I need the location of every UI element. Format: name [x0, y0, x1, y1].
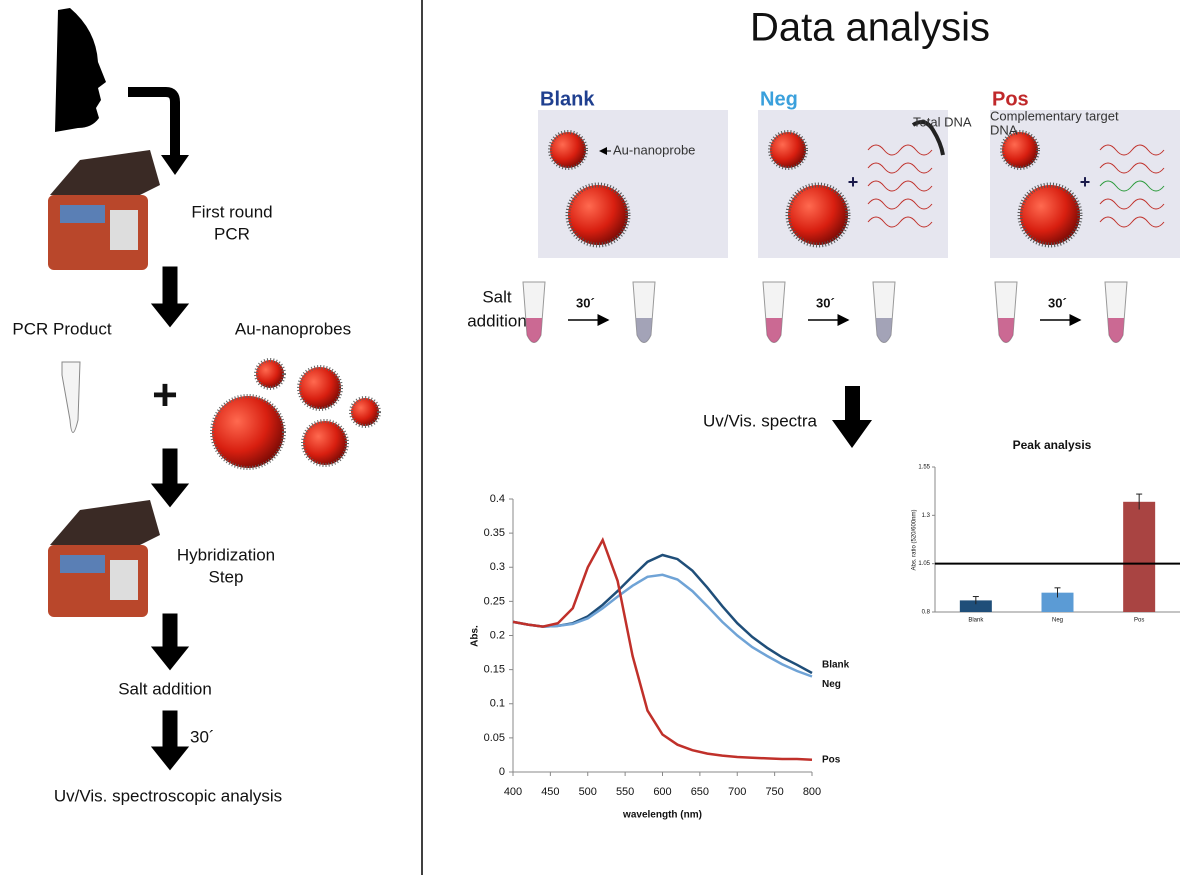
tube-liquid [1108, 318, 1124, 343]
nanoparticle [550, 132, 586, 168]
plus: + [848, 172, 859, 192]
plus: + [152, 371, 178, 420]
annotation: Au-nanoprobe [613, 142, 695, 157]
nanoparticle [770, 132, 806, 168]
step-label: PCR [214, 224, 250, 243]
nanoparticles [212, 360, 379, 468]
nanoprobes-label: Au-nanoprobes [235, 319, 351, 338]
tube-liquid [636, 318, 652, 343]
y-axis-label: Abs. [470, 625, 481, 647]
series-label: Blank [822, 660, 850, 671]
step-label: Step [209, 567, 244, 586]
time-label: 30´ [576, 295, 595, 310]
x-axis-label: wavelength (nm) [622, 810, 702, 821]
x-tick-label: Blank [968, 618, 984, 624]
step-label: First round [191, 202, 272, 221]
time-label: 30´ [190, 727, 215, 746]
y-tick-label: 0.1 [490, 698, 505, 710]
y-axis-label: Abs. ratio (520/600nm) [912, 509, 918, 570]
face-icon [55, 8, 106, 132]
figure: First round PCR PCR Product Au-nanoprobe… [0, 0, 1182, 875]
y-tick-label: 1.05 [918, 561, 930, 567]
y-tick-label: 0.05 [484, 732, 505, 744]
y-tick-label: 0.4 [490, 493, 505, 505]
pcr-product-label: PCR Product [12, 319, 111, 338]
x-tick-label: 400 [504, 786, 522, 798]
bar [1123, 502, 1155, 612]
x-tick-label: 650 [691, 786, 709, 798]
time-label: 30´ [1048, 295, 1067, 310]
down-arrow [154, 268, 186, 325]
y-tick-label: 1.3 [922, 513, 931, 519]
step-label: Salt addition [118, 679, 212, 698]
y-tick-label: 0.35 [484, 527, 505, 539]
down-arrow [154, 450, 186, 505]
pcr-machine [48, 150, 160, 270]
panel-label: Neg [760, 88, 798, 110]
pcr-machine [48, 500, 160, 617]
nanoparticle [568, 185, 628, 245]
x-tick-label: 600 [653, 786, 671, 798]
x-tick-label: 450 [541, 786, 559, 798]
y-tick-label: 0.8 [922, 610, 931, 616]
spectra-label: Uv/Vis. spectra [703, 411, 818, 430]
annotation: Total DNA [913, 114, 972, 129]
tube-liquid [766, 318, 782, 343]
y-tick-label: 0.15 [484, 664, 505, 676]
bar-title: Peak analysis [1013, 438, 1092, 452]
annotation: DNA [990, 122, 1018, 137]
series-line [513, 540, 812, 760]
series-label: Neg [822, 679, 841, 690]
plus: + [1080, 172, 1091, 192]
x-tick-label: 500 [579, 786, 597, 798]
series-label: Pos [822, 754, 841, 765]
title: Data analysis [750, 6, 990, 50]
x-tick-label: 800 [803, 786, 821, 798]
tube-liquid [876, 318, 892, 343]
nanoparticle [1020, 185, 1080, 245]
tube-liquid [526, 318, 542, 343]
time-label: 30´ [816, 295, 835, 310]
arrow-head [161, 155, 189, 175]
annotation: Complementary target [990, 108, 1119, 123]
y-tick-label: 0.3 [490, 561, 505, 573]
salt-label: Salt [482, 287, 512, 306]
x-tick-label: 750 [765, 786, 783, 798]
step-label: Hybridization [177, 545, 275, 564]
x-tick-label: Neg [1052, 618, 1063, 624]
y-tick-label: 0.25 [484, 595, 505, 607]
tube-icon [62, 362, 80, 433]
nanoparticle [788, 185, 848, 245]
x-tick-label: Pos [1134, 618, 1144, 624]
salt-label: addition [467, 311, 527, 330]
y-tick-label: 0 [499, 766, 505, 778]
down-arrow [154, 712, 186, 768]
tube-liquid [998, 318, 1014, 343]
flow-bend [128, 92, 175, 155]
step-label: Uv/Vis. spectroscopic analysis [54, 786, 282, 805]
x-tick-label: 550 [616, 786, 634, 798]
y-tick-label: 1.55 [918, 465, 930, 471]
panel-label: Blank [540, 88, 595, 110]
down-arrow [832, 386, 872, 448]
y-tick-label: 0.2 [490, 629, 505, 641]
panel-label: Pos [992, 88, 1029, 110]
down-arrow [154, 615, 186, 668]
series-line [513, 575, 812, 677]
x-tick-label: 700 [728, 786, 746, 798]
